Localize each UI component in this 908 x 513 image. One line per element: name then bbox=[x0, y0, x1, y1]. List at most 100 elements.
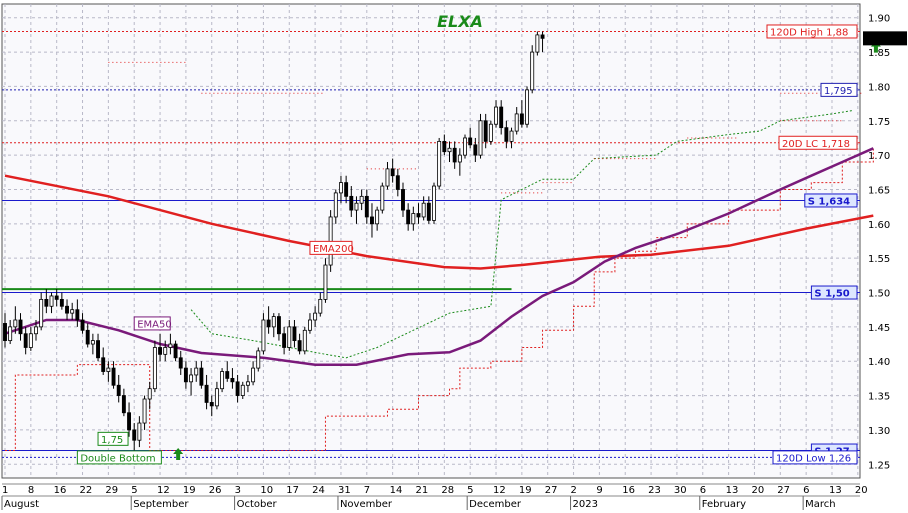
candle-body bbox=[463, 137, 467, 156]
x-tick-label: 13 bbox=[726, 485, 739, 496]
candle-body bbox=[339, 182, 343, 194]
x-tick-label: 5 bbox=[131, 485, 137, 496]
candle-body bbox=[101, 357, 106, 372]
x-tick-label: 13 bbox=[829, 485, 842, 496]
x-tick-label: 6 bbox=[700, 485, 706, 496]
level-label-support-1634-box bbox=[804, 193, 858, 208]
candle-body bbox=[540, 34, 545, 39]
candle-body bbox=[189, 374, 194, 383]
x-month-label: September bbox=[133, 499, 189, 510]
candle-body bbox=[488, 123, 493, 142]
candle-body bbox=[530, 51, 535, 91]
level-label-support-150-box bbox=[810, 285, 858, 300]
candle-body bbox=[39, 298, 44, 328]
candle-body bbox=[209, 402, 214, 407]
y-tick-label: 1.75 bbox=[868, 117, 890, 128]
x-tick-label: 22 bbox=[80, 485, 93, 496]
candle-body bbox=[214, 388, 219, 407]
level-label-level-1795-box bbox=[820, 82, 858, 97]
candle-body bbox=[452, 147, 457, 163]
x-tick-label: 19 bbox=[183, 485, 196, 496]
candle-body bbox=[18, 319, 23, 335]
candle-body bbox=[251, 367, 256, 383]
x-tick-label: 9 bbox=[596, 485, 602, 496]
candle-body bbox=[28, 333, 33, 348]
x-tick-label: 10 bbox=[260, 485, 273, 496]
candle-body bbox=[478, 120, 483, 156]
candle-body bbox=[225, 371, 230, 379]
candle-body bbox=[116, 384, 121, 396]
candle-body bbox=[354, 202, 359, 211]
candle-body bbox=[54, 295, 59, 300]
candle-body bbox=[121, 395, 126, 414]
x-tick-label: 20 bbox=[855, 485, 868, 496]
x-month-label: November bbox=[340, 499, 393, 510]
candle-body bbox=[437, 140, 442, 187]
candle-body bbox=[90, 340, 95, 345]
candle-body bbox=[468, 137, 473, 146]
candle-body bbox=[318, 298, 323, 314]
x-tick-label: 31 bbox=[338, 485, 351, 496]
candle-body bbox=[364, 195, 369, 218]
green-trend-line bbox=[190, 110, 853, 359]
candle-body bbox=[297, 340, 302, 352]
candle-body bbox=[499, 106, 504, 129]
candle-body bbox=[173, 343, 178, 359]
candle-body bbox=[359, 195, 364, 204]
candle-body bbox=[282, 333, 287, 348]
x-tick-label: 3 bbox=[235, 485, 241, 496]
candle-body bbox=[168, 343, 173, 348]
x-tick-label: 14 bbox=[390, 485, 403, 496]
y-tick-label: 1.90 bbox=[868, 14, 890, 25]
candle-body bbox=[127, 412, 131, 431]
candle-body bbox=[370, 216, 374, 225]
candle-body bbox=[261, 319, 266, 352]
candle-body bbox=[13, 319, 18, 328]
candle-body bbox=[514, 113, 519, 132]
candle-body bbox=[276, 316, 281, 335]
x-tick-label: 23 bbox=[648, 485, 661, 496]
x-tick-label: 27 bbox=[545, 485, 558, 496]
candle-body bbox=[375, 209, 380, 225]
x-month-label: August bbox=[4, 499, 39, 510]
candle-body bbox=[147, 388, 152, 400]
x-tick-label: 16 bbox=[54, 485, 67, 496]
candle-body bbox=[406, 209, 411, 225]
last-price-box bbox=[863, 31, 907, 46]
level-label-support-150: S 1,50 bbox=[814, 289, 849, 300]
x-tick-label: 19 bbox=[519, 485, 532, 496]
double-bottom-label: Double Bottom bbox=[80, 453, 155, 464]
candle-body bbox=[411, 213, 416, 225]
candle-body bbox=[245, 381, 250, 386]
x-tick-label: 28 bbox=[441, 485, 454, 496]
level-label-20d-lc-box bbox=[778, 135, 858, 150]
candle-body bbox=[8, 326, 13, 342]
level-label-120d-low: 120D Low 1,26 bbox=[776, 453, 851, 464]
y-tick-label: 1.35 bbox=[868, 392, 890, 403]
candle-body bbox=[34, 326, 38, 335]
candle-body bbox=[230, 377, 235, 383]
candle-body bbox=[65, 305, 69, 314]
ema50-label-box bbox=[133, 316, 171, 331]
candle-body bbox=[256, 350, 261, 369]
x-tick-label: 5 bbox=[467, 485, 473, 496]
level-label-120d-low-box bbox=[772, 450, 858, 465]
y-tick-label: 1.85 bbox=[868, 48, 890, 59]
candle-body bbox=[75, 309, 80, 321]
x-tick-label: 7 bbox=[364, 485, 370, 496]
candle-body bbox=[473, 144, 478, 156]
candle-body bbox=[333, 192, 338, 218]
level-label-120d-high: 120D High 1,88 bbox=[770, 27, 848, 38]
x-tick-label: 30 bbox=[674, 485, 687, 496]
candle-body bbox=[271, 316, 276, 328]
candle-body bbox=[178, 357, 183, 369]
x-tick-label: 29 bbox=[105, 485, 118, 496]
candle-body bbox=[287, 326, 292, 348]
x-tick-label: 12 bbox=[157, 485, 170, 496]
ema200-line bbox=[4, 174, 874, 270]
x-tick-label: 6 bbox=[803, 485, 809, 496]
x-month-label: February bbox=[702, 499, 746, 510]
candle-body bbox=[240, 384, 245, 396]
candle-body bbox=[70, 309, 75, 314]
